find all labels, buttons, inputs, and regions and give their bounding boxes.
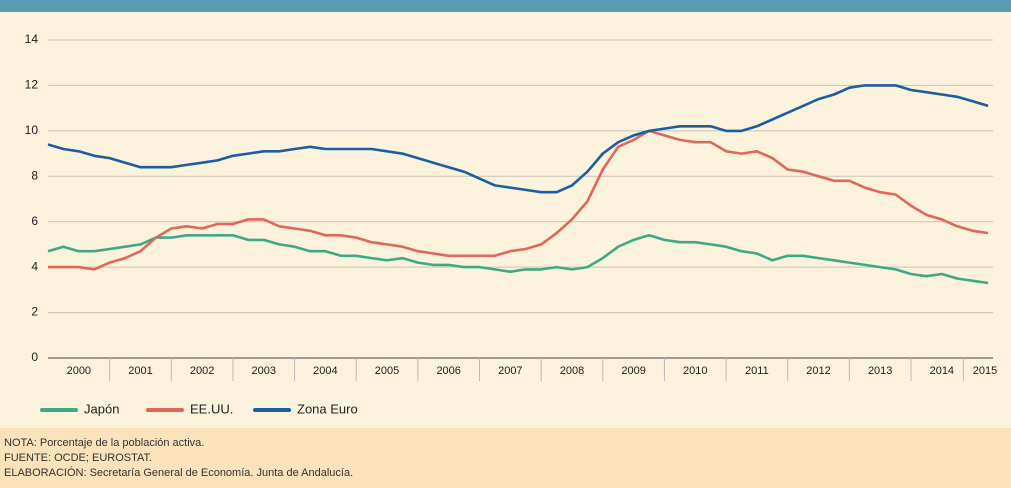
legend-label: Zona Euro	[297, 401, 358, 416]
x-tick-label: 2012	[806, 365, 830, 377]
series-line	[47, 84, 989, 194]
x-tick-label: 2004	[313, 365, 337, 377]
series-line	[47, 234, 989, 285]
y-tick-label: 6	[31, 214, 38, 228]
x-tick-label: 2000	[67, 365, 91, 377]
y-tick-label: 10	[25, 123, 39, 137]
note: NOTA: Porcentaje de la población activa.	[4, 437, 204, 449]
x-tick-label: 2002	[190, 365, 214, 377]
y-tick-label: 14	[25, 32, 39, 46]
header-bar	[0, 0, 1011, 12]
x-tick-label: 2008	[560, 365, 584, 377]
y-tick-label: 8	[31, 168, 38, 182]
y-tick-label: 4	[31, 259, 38, 273]
y-tick-label: 12	[25, 78, 39, 92]
note: ELABORACIÓN: Secretaría General de Econo…	[4, 466, 353, 479]
x-tick-label: 2013	[868, 365, 892, 377]
x-tick-label: 2009	[621, 365, 645, 377]
x-tick-label: 2014	[930, 365, 954, 377]
y-tick-label: 2	[31, 305, 38, 319]
x-tick-label: 2001	[128, 365, 152, 377]
x-tick-label: 2003	[252, 365, 276, 377]
y-tick-label: 0	[31, 350, 38, 364]
x-tick-label: 2006	[436, 365, 460, 377]
x-tick-label: 2010	[683, 365, 707, 377]
notes-box	[0, 428, 1011, 488]
x-tick-label: 2007	[498, 365, 522, 377]
x-tick-label: 2005	[375, 365, 399, 377]
x-tick-label: 2011	[745, 365, 769, 377]
series-line	[48, 129, 989, 271]
legend-label: EE.UU.	[190, 401, 233, 416]
x-tick-label: 2015	[973, 365, 997, 377]
legend-label: Japón	[84, 401, 119, 416]
note: FUENTE: OCDE; EUROSTAT.	[4, 452, 152, 464]
